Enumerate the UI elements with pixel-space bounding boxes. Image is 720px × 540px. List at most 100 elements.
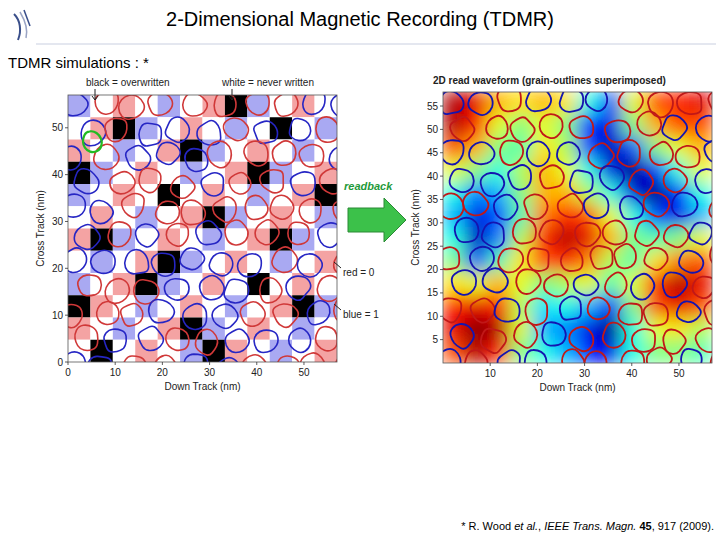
grain-outline [470,247,494,271]
grain-outline [584,351,606,363]
grain-outline [212,304,238,328]
grain-outline [588,297,610,319]
grain-outline [303,95,325,114]
grain-outline [334,297,337,322]
grain-outline [183,304,207,330]
bit-cell [113,184,135,206]
waveform-cell [622,204,645,228]
y-axis-label: Cross Track (nm) [35,190,46,267]
grain-outline [297,254,322,277]
grain-outline [516,269,541,294]
grain-outline [584,193,609,218]
grain-outline [244,141,268,166]
grain-outline [68,352,85,362]
grain-outline [201,173,223,196]
grain-outline [213,197,236,223]
grain-outline [260,278,282,303]
grain-outline [299,145,324,167]
x-axis-label: Down Track (nm) [539,382,615,393]
grain-outline [539,220,563,244]
grain-outline [663,272,687,297]
grain-outline [270,195,294,219]
grain-outline [68,194,85,217]
grain-outline [216,358,241,362]
y-tick [65,315,68,316]
grain-outline [288,222,309,244]
grain-outline [672,193,698,217]
x-tick [584,363,585,366]
grain-outline [317,276,337,302]
grain-outline [87,356,112,362]
waveform-cell [532,137,555,161]
grain-outline [644,193,670,217]
y-tick-label: 40 [427,171,439,182]
grain-outline [513,219,536,244]
grain-outline [121,303,143,326]
bit-cell [68,229,90,251]
grain-outline [542,322,566,345]
grain-outline [331,95,337,119]
footnote-part: et al. [514,520,538,532]
waveform-cell [599,114,622,138]
bit-cell [247,229,269,251]
y-tick-label: 10 [52,310,64,321]
grain-outline [632,329,655,352]
grain-outline [662,115,687,140]
grain-outline [650,142,673,165]
grain-outline [696,116,712,142]
grain-outline [151,253,174,276]
grain-outline [663,169,687,193]
waveform-cell [622,114,645,138]
waveform-cell [465,340,488,363]
waveform-cell [465,114,488,138]
waveform-cell [487,159,510,183]
grain-outline [155,355,178,362]
grain-outline [242,355,267,362]
grain-outline [334,253,337,276]
slide: 2-Dimensional Magnetic Recording (TDMR)T… [0,0,720,540]
grain-outline [164,279,189,300]
x-tick [631,363,632,366]
bit-cell [225,340,247,362]
waveform [443,92,712,363]
grain-outline [255,220,279,245]
grain-outline [525,350,547,363]
grain-outline [320,169,337,194]
y-tick-label: 20 [52,263,64,274]
grain-outline [575,223,601,247]
grain-outline [574,275,599,296]
y-tick [65,174,68,175]
y-tick-label: 0 [57,357,63,368]
grain-outline [689,223,712,245]
x-tick-label: 30 [204,367,216,378]
bit-cell [225,229,247,251]
y-tick [440,152,443,153]
grain-outline [637,111,661,135]
grain-outline [75,325,98,350]
grain-outline [136,224,159,247]
grain-outline [450,324,474,349]
bit-cell [270,273,292,295]
logo [14,14,20,40]
waveform-cell [599,340,622,363]
plot-area [68,95,337,362]
grain-outline [195,329,217,355]
y-tick [65,127,68,128]
y-tick [440,106,443,107]
grain-outline [68,248,87,273]
grain-outline [443,193,464,219]
x-tick-label: 30 [579,368,591,379]
waveform-cell [443,204,466,228]
grain-outline [289,328,311,352]
grain-outline [122,193,144,217]
grain-outline [481,329,506,354]
bit-cell [292,206,314,228]
y-tick-label: 40 [52,169,64,180]
grain-outline [696,328,712,352]
arrow-label: readback [344,180,393,192]
grain-outline [254,330,278,352]
y-tick-label: 25 [427,241,439,252]
grain-outline [316,117,337,142]
grain-outline [450,169,474,192]
grain-outline [97,302,119,325]
